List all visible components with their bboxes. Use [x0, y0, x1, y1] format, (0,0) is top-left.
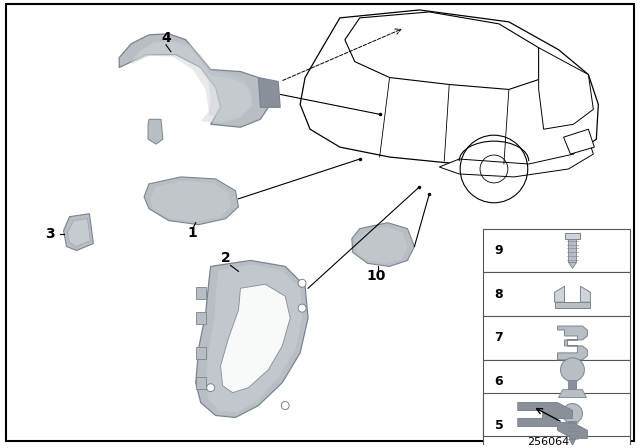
Polygon shape — [564, 129, 595, 154]
Polygon shape — [352, 223, 415, 267]
Polygon shape — [568, 422, 577, 439]
Polygon shape — [580, 286, 590, 302]
Polygon shape — [196, 287, 205, 299]
Text: 7: 7 — [495, 332, 503, 345]
Polygon shape — [555, 286, 564, 302]
Polygon shape — [564, 233, 580, 238]
Circle shape — [561, 358, 584, 382]
Polygon shape — [148, 119, 163, 144]
Bar — [483, 404, 630, 447]
Circle shape — [563, 404, 582, 423]
Polygon shape — [356, 227, 408, 263]
Bar — [483, 316, 630, 360]
Polygon shape — [196, 312, 205, 324]
Circle shape — [298, 304, 306, 312]
Polygon shape — [205, 264, 302, 413]
Polygon shape — [68, 219, 90, 246]
Polygon shape — [559, 390, 586, 397]
Polygon shape — [196, 260, 308, 418]
Polygon shape — [439, 139, 593, 177]
Polygon shape — [196, 347, 205, 359]
Text: 6: 6 — [495, 375, 503, 388]
Bar — [483, 360, 630, 404]
Text: 8: 8 — [495, 288, 503, 301]
Polygon shape — [568, 263, 577, 268]
Polygon shape — [557, 326, 588, 360]
Polygon shape — [131, 42, 252, 123]
Polygon shape — [555, 302, 590, 308]
Circle shape — [298, 279, 306, 287]
Polygon shape — [568, 238, 577, 263]
Polygon shape — [136, 41, 252, 117]
Polygon shape — [150, 181, 230, 222]
Polygon shape — [259, 78, 280, 108]
Text: 10: 10 — [366, 269, 385, 283]
Bar — [483, 272, 630, 316]
Polygon shape — [300, 10, 598, 167]
Text: 256064: 256064 — [527, 437, 570, 448]
Circle shape — [281, 401, 289, 409]
Text: 2: 2 — [221, 251, 230, 265]
Text: 3: 3 — [45, 227, 54, 241]
Text: 9: 9 — [495, 244, 503, 257]
Polygon shape — [518, 403, 588, 438]
Polygon shape — [221, 284, 290, 392]
Polygon shape — [144, 177, 239, 224]
Polygon shape — [345, 12, 539, 90]
Text: 1: 1 — [188, 226, 198, 240]
Text: 4: 4 — [161, 31, 171, 45]
Polygon shape — [63, 214, 93, 250]
Polygon shape — [568, 380, 577, 390]
Circle shape — [207, 383, 214, 392]
Polygon shape — [539, 47, 593, 129]
Polygon shape — [119, 34, 270, 127]
Bar — [483, 228, 630, 272]
Polygon shape — [196, 377, 205, 389]
Bar — [483, 392, 630, 436]
Polygon shape — [570, 439, 575, 445]
Text: 5: 5 — [495, 419, 503, 432]
